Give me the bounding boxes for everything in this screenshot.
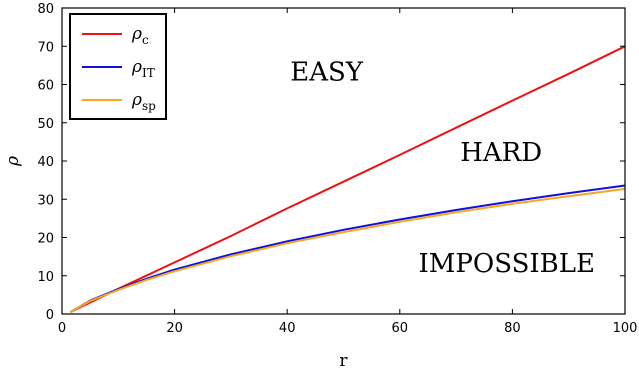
y-tick-label: 80 [37,2,54,17]
legend-label-rho_it: ρIT [131,57,155,80]
y-tick-label: 10 [37,270,54,285]
plot-lines [69,45,626,313]
x-tick-label: 100 [613,321,638,336]
y-tick-label: 60 [37,79,54,94]
annotation-easy: EASY [290,58,364,88]
annotation-impossible: IMPOSSIBLE [419,249,596,279]
x-tick-label: 80 [504,321,521,336]
legend-subscript: c [142,33,149,47]
y-axis-label: ρ [3,156,23,167]
series-line-rho_sp [69,187,626,313]
legend-symbol: ρ [131,57,142,77]
legend-symbol: ρ [131,90,142,110]
series-line-rho_c [69,45,626,313]
y-tick-label: 40 [37,155,54,170]
y-tick-label: 50 [37,117,54,132]
axis-ticks: 0 20 40 60 80 100 0 10 20 30 40 50 60 70 80 [37,2,637,336]
x-axis-label: r [339,351,348,371]
annotation-hard: HARD [460,138,542,168]
y-tick-label: 0 [46,308,54,323]
x-tick-label: 0 [58,321,66,336]
x-tick-label: 20 [166,321,183,336]
legend-label-rho_c: ρc [131,24,149,47]
legend-subscript: IT [142,66,155,80]
y-tick-label: 30 [37,193,54,208]
x-tick-label: 40 [279,321,296,336]
x-tick-label: 60 [392,321,409,336]
legend-subscript: sp [142,99,156,113]
region-annotations: EASY HARD IMPOSSIBLE [290,58,595,279]
legend-symbol: ρ [131,24,142,44]
y-tick-label: 70 [37,40,54,55]
legend-label-rho_sp: ρsp [131,90,156,113]
y-tick-label: 20 [37,232,54,247]
